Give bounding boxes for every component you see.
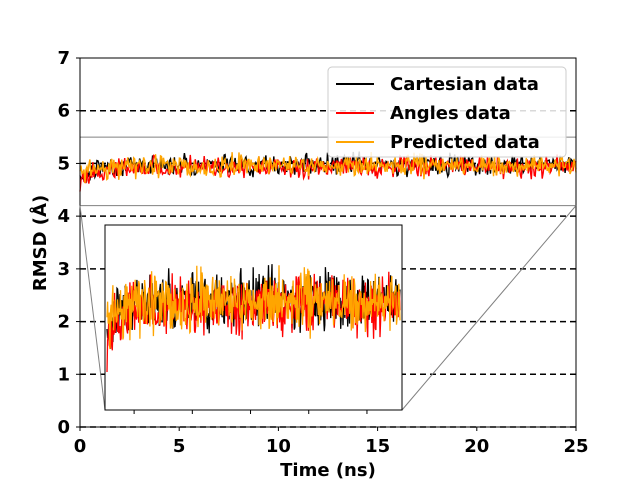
legend: Cartesian data Angles data Predicted data — [327, 66, 567, 158]
x-axis-label: Time (ns) — [280, 460, 376, 480]
y-tick-label: 1 — [57, 364, 70, 385]
y-tick-label: 7 — [57, 48, 70, 69]
x-tick-label: 5 — [173, 436, 186, 457]
main-series-group — [79, 151, 577, 192]
legend-label: Predicted data — [390, 132, 540, 153]
y-tick-label: 4 — [57, 206, 70, 227]
x-tick-label: 20 — [464, 436, 489, 457]
x-tick-label: 25 — [563, 436, 588, 457]
inset-series-line-2 — [106, 265, 401, 350]
plot-frame — [79, 57, 577, 428]
y-tick-label: 6 — [57, 101, 70, 122]
y-tick-label: 0 — [57, 417, 70, 438]
series-line-2 — [79, 151, 577, 184]
legend-label: Cartesian data — [390, 74, 539, 95]
inset-connector — [79, 205, 106, 411]
y-ticks: 0 1 2 3 4 5 6 7 — [57, 48, 80, 438]
y-tick-label: 5 — [57, 153, 70, 174]
x-tick-label: 15 — [365, 436, 390, 457]
inset-connector — [401, 205, 577, 411]
x-tick-label: 0 — [74, 436, 87, 457]
inset-zoom — [79, 205, 577, 414]
y-tick-label: 3 — [57, 259, 70, 280]
x-tick-label: 10 — [266, 436, 291, 457]
x-ticks: 0 5 10 15 20 25 — [74, 427, 589, 457]
y-tick-label: 2 — [57, 312, 70, 333]
legend-label: Angles data — [390, 103, 511, 124]
legend-box — [327, 66, 567, 158]
y-axis-label: RMSD (Å) — [28, 195, 51, 291]
